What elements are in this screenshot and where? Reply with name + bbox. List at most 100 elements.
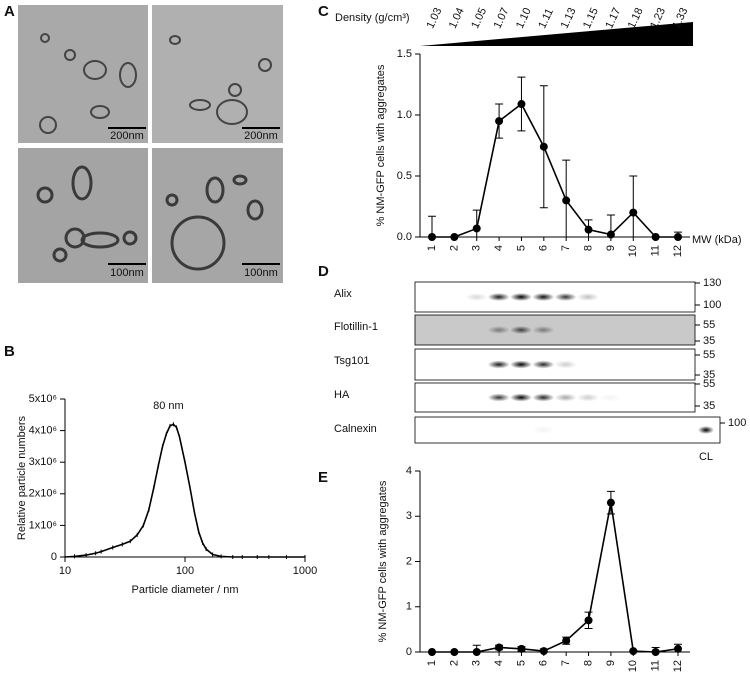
density-value: 1.17 xyxy=(603,6,623,30)
data-point xyxy=(584,616,593,625)
scale-bar-label: 200nm xyxy=(110,130,144,142)
micrograph: 200nm xyxy=(18,5,148,143)
blot-strip xyxy=(414,416,721,444)
blot-row-label: Flotillin-1 xyxy=(334,321,378,333)
scale-bar-label: 200nm xyxy=(244,130,278,142)
y-tick-label: 0 xyxy=(51,551,57,563)
x-tick-label: 10 xyxy=(627,660,639,672)
blot-band xyxy=(532,360,555,369)
blot-band xyxy=(554,393,577,402)
y-axis-label: % NM-GFP cells with aggregates xyxy=(375,64,387,226)
marker-label: 55 xyxy=(703,378,715,390)
marker-label: 100 xyxy=(728,417,746,429)
x-tick-label: 4 xyxy=(493,660,505,666)
micrograph: 200nm xyxy=(152,5,283,143)
blot-band xyxy=(465,293,488,301)
lane-label: CL xyxy=(699,451,713,463)
density-value: 1.04 xyxy=(447,6,467,30)
x-tick-label: 2 xyxy=(448,660,460,666)
series-line xyxy=(432,502,679,653)
y-tick-label: 3 xyxy=(406,510,412,522)
y-tick-label: 4x10⁶ xyxy=(29,425,57,437)
data-point xyxy=(606,498,615,507)
blot-band xyxy=(510,326,533,334)
data-point xyxy=(517,644,526,653)
error-bar xyxy=(472,644,481,652)
y-tick-label: 3x10⁶ xyxy=(29,456,57,468)
blot-band xyxy=(487,326,510,334)
blot-band xyxy=(576,293,599,301)
data-point xyxy=(428,648,436,656)
x-tick-label: 2 xyxy=(448,245,460,251)
blot-band xyxy=(554,293,577,301)
panel-letter: E xyxy=(318,469,328,486)
density-label: Density (g/cm³) xyxy=(335,12,410,24)
x-tick-label: 3 xyxy=(471,245,483,251)
data-point xyxy=(629,208,638,217)
blot-band xyxy=(576,393,599,402)
x-tick-label: 9 xyxy=(605,245,617,251)
x-tick-label: 1000 xyxy=(293,565,317,577)
scale-bar-label: 100nm xyxy=(110,267,144,279)
y-tick-label: 2x10⁶ xyxy=(29,488,57,500)
x-tick-label: 6 xyxy=(538,245,550,251)
blot-row-label: Tsg101 xyxy=(334,355,369,367)
x-tick-label: 11 xyxy=(650,660,662,671)
x-tick-label: 12 xyxy=(672,660,684,672)
x-tick-label: 7 xyxy=(560,245,572,251)
y-tick-label: 5x10⁶ xyxy=(29,393,57,405)
panel-letter: D xyxy=(318,263,329,280)
data-point xyxy=(539,142,548,151)
x-axis-label: Particle diameter / nm xyxy=(132,584,239,596)
panel-letter: A xyxy=(4,3,15,20)
x-tick-label: 6 xyxy=(538,660,550,666)
x-tick-label: 12 xyxy=(672,245,684,257)
density-value: 1.03 xyxy=(424,6,444,30)
density-value: 1.07 xyxy=(492,6,512,30)
x-tick-label: 3 xyxy=(471,660,483,666)
marker-label: 55 xyxy=(703,349,715,361)
density-value: 1.13 xyxy=(559,6,579,30)
x-tick-label: 7 xyxy=(560,660,572,666)
data-point xyxy=(562,636,571,645)
blot-row-label: HA xyxy=(334,389,350,401)
data-point xyxy=(651,233,660,241)
marker-label: 35 xyxy=(703,369,715,381)
data-point xyxy=(428,233,436,241)
blot-band xyxy=(698,426,714,434)
y-tick-label: 1 xyxy=(406,601,412,613)
marker-label: 130 xyxy=(703,277,721,289)
blot-band xyxy=(487,393,510,402)
marker-label: 35 xyxy=(703,335,715,347)
marker-label: 55 xyxy=(703,319,715,331)
blot-row-label: Alix xyxy=(334,288,352,300)
y-tick-label: 0 xyxy=(406,646,412,658)
x-tick-label: 10 xyxy=(627,245,639,257)
data-point xyxy=(584,225,593,234)
x-tick-label: 10 xyxy=(59,565,71,577)
y-tick-label: 1.0 xyxy=(397,109,412,121)
y-tick-label: 0.5 xyxy=(397,170,412,182)
blot-row-label: Calnexin xyxy=(334,423,377,435)
data-point xyxy=(450,233,459,241)
panel-letter: C xyxy=(318,3,329,20)
data-point xyxy=(606,230,615,239)
blot-band xyxy=(510,393,533,402)
data-point xyxy=(517,100,526,109)
y-axis-label: Relative particle numbers xyxy=(16,415,28,540)
series-line xyxy=(432,102,678,238)
blot-strip xyxy=(414,314,696,346)
y-tick-label: 0.0 xyxy=(397,231,412,243)
blot-band xyxy=(532,326,555,334)
data-point xyxy=(674,644,682,653)
data-point xyxy=(539,647,548,656)
blot-band xyxy=(554,360,577,369)
x-tick-label: 8 xyxy=(582,660,594,666)
data-point xyxy=(450,648,459,656)
error-bar xyxy=(428,215,436,237)
x-tick-label: 100 xyxy=(176,565,194,577)
x-tick-label: 5 xyxy=(515,660,527,666)
